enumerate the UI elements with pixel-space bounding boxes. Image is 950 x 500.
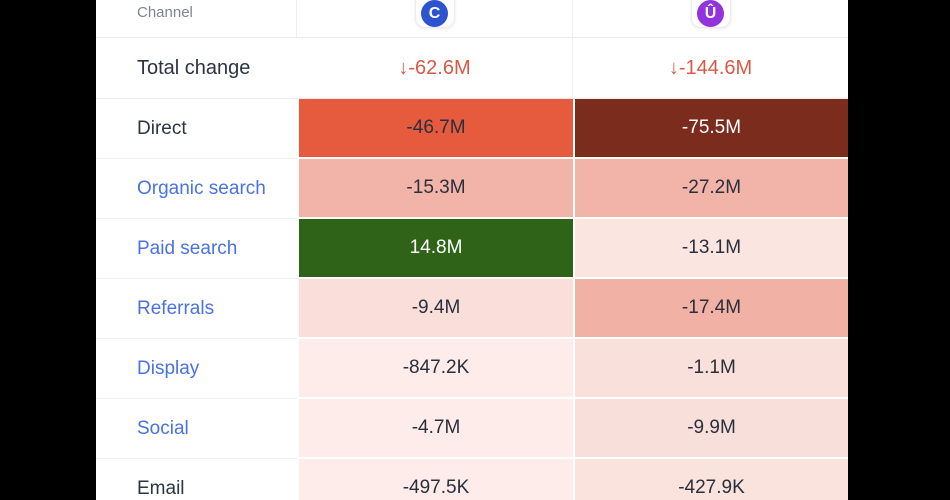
cell-email-brand-u: -427.9K	[573, 459, 848, 500]
cell-direct-brand-u: -75.5M	[573, 99, 848, 159]
channels-comparison-table: Channel C Û Total change ↓-62.6M ↓-144.6…	[96, 0, 848, 500]
total-change-value-brand-u: ↓-144.6M	[573, 38, 848, 99]
cell-referrals-brand-c: -9.4M	[297, 279, 573, 339]
table-grid: Channel C Û Total change ↓-62.6M ↓-144.6…	[96, 0, 848, 500]
brand-u-icon: Û	[697, 0, 724, 27]
cell-organic-search-brand-u: -27.2M	[573, 159, 848, 219]
cell-social-brand-u: -9.9M	[573, 399, 848, 459]
cell-organic-search-brand-c: -15.3M	[297, 159, 573, 219]
row-label-direct: Direct	[96, 99, 297, 159]
cell-display-brand-c: -847.2K	[297, 339, 573, 399]
brand-c-icon: C	[421, 0, 448, 27]
cell-paid-search-brand-u: -13.1M	[573, 219, 848, 279]
cell-direct-brand-c: -46.7M	[297, 99, 573, 159]
row-label-referrals-link[interactable]: Referrals	[96, 279, 297, 339]
row-label-display-link[interactable]: Display	[96, 339, 297, 399]
cell-referrals-brand-u: -17.4M	[573, 279, 848, 339]
brand-u-favicon: Û	[690, 0, 731, 28]
row-label-social-link[interactable]: Social	[96, 399, 297, 459]
row-label-email: Email	[96, 459, 297, 500]
column-header-channel: Channel	[96, 0, 297, 38]
cell-paid-search-brand-c: 14.8M	[297, 219, 573, 279]
column-header-brand-u: Û	[573, 0, 848, 38]
total-change-value-brand-c: ↓-62.6M	[297, 38, 573, 99]
brand-c-favicon: C	[414, 0, 455, 28]
column-header-brand-c: C	[297, 0, 573, 38]
cell-display-brand-u: -1.1M	[573, 339, 848, 399]
cell-social-brand-c: -4.7M	[297, 399, 573, 459]
row-label-organic-search-link[interactable]: Organic search	[96, 159, 297, 219]
row-label-paid-search-link[interactable]: Paid search	[96, 219, 297, 279]
total-change-label: Total change	[96, 38, 297, 99]
cell-email-brand-c: -497.5K	[297, 459, 573, 500]
